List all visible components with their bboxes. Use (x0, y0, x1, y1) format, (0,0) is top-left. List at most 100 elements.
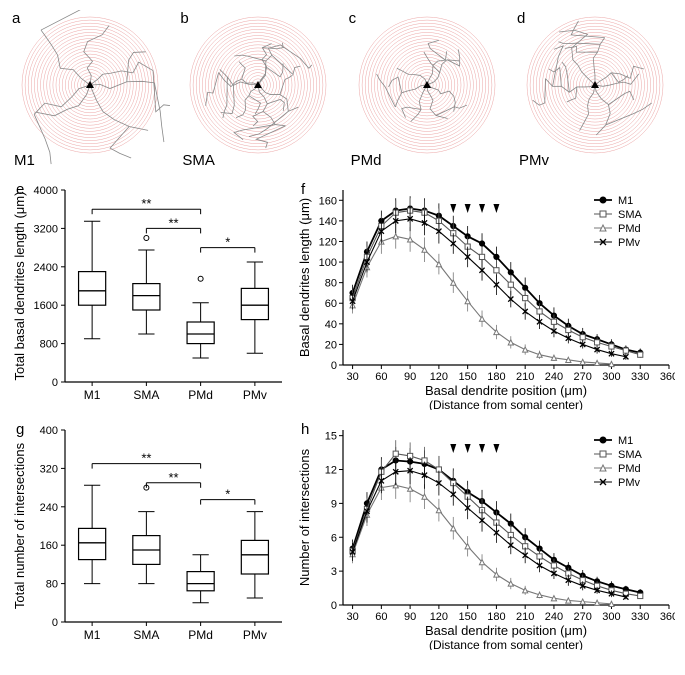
svg-text:Total basal dendrites length (: Total basal dendrites length (μm) (12, 192, 27, 381)
lineplot-svg-f: f020406080100120140160306090120150180210… (295, 180, 675, 410)
svg-text:90: 90 (404, 611, 416, 623)
sholl-label: M1 (14, 152, 35, 169)
svg-text:400: 400 (40, 425, 58, 437)
svg-text:SMA: SMA (618, 449, 643, 461)
svg-text:120: 120 (319, 236, 337, 248)
svg-text:0: 0 (52, 377, 58, 389)
figure: a M1 b SMA c PMd d PMv e0800160024003200… (10, 10, 675, 650)
lineplot-f: f020406080100120140160306090120150180210… (295, 180, 675, 410)
svg-text:240: 240 (40, 502, 58, 514)
svg-text:M1: M1 (618, 195, 633, 207)
svg-text:3: 3 (331, 566, 337, 578)
boxplot-svg-g: g080160240320400Total number of intersec… (10, 420, 290, 650)
lineplot-h: h036912153060901201501802102402703003303… (295, 420, 675, 650)
svg-text:80: 80 (325, 278, 337, 290)
panel-letter: c (349, 10, 357, 27)
svg-text:160: 160 (319, 195, 337, 207)
svg-text:180: 180 (487, 371, 505, 383)
boxplot-e: e08001600240032004000Total basal dendrit… (10, 180, 290, 410)
svg-text:g: g (16, 421, 24, 438)
panel-letter: d (517, 10, 525, 27)
svg-text:PMv: PMv (618, 477, 641, 489)
sholl-svg-c (347, 10, 507, 170)
svg-text:330: 330 (631, 611, 649, 623)
svg-text:PMv: PMv (243, 388, 267, 402)
svg-text:f: f (301, 181, 306, 198)
svg-text:0: 0 (52, 617, 58, 629)
svg-text:**: ** (168, 470, 178, 485)
sholl-label: SMA (182, 152, 215, 169)
svg-text:Basal dendrites length (μm): Basal dendrites length (μm) (297, 198, 312, 357)
svg-text:30: 30 (346, 371, 358, 383)
svg-text:160: 160 (40, 540, 58, 552)
row-ef: e08001600240032004000Total basal dendrit… (10, 180, 675, 410)
sholl-panel-b: b SMA (178, 10, 338, 170)
sholl-svg-b (178, 10, 338, 170)
boxplot-svg-e: e08001600240032004000Total basal dendrit… (10, 180, 290, 410)
svg-text:210: 210 (516, 611, 534, 623)
svg-text:SMA: SMA (133, 388, 159, 402)
svg-text:240: 240 (545, 371, 563, 383)
sholl-svg-d (515, 10, 675, 170)
svg-text:(Distance from somal center): (Distance from somal center) (429, 638, 583, 650)
svg-text:PMd: PMd (188, 388, 213, 402)
svg-text:80: 80 (46, 579, 58, 591)
svg-text:4000: 4000 (34, 185, 58, 197)
svg-text:Basal dendrite position (μm): Basal dendrite position (μm) (425, 623, 587, 638)
svg-text:100: 100 (319, 257, 337, 269)
svg-text:PMv: PMv (243, 628, 267, 642)
panel-letter: b (180, 10, 188, 27)
svg-text:0: 0 (331, 600, 337, 612)
svg-text:PMd: PMd (618, 223, 641, 235)
svg-text:0: 0 (331, 360, 337, 372)
svg-text:20: 20 (325, 339, 337, 351)
sholl-label: PMv (519, 152, 549, 169)
svg-text:3200: 3200 (34, 223, 58, 235)
svg-text:270: 270 (574, 371, 592, 383)
svg-text:150: 150 (458, 611, 476, 623)
svg-text:300: 300 (602, 611, 620, 623)
svg-text:9: 9 (331, 498, 337, 510)
svg-text:M1: M1 (84, 628, 101, 642)
svg-text:15: 15 (325, 431, 337, 443)
svg-text:**: ** (168, 215, 178, 230)
svg-text:M1: M1 (618, 435, 633, 447)
svg-text:12: 12 (325, 465, 337, 477)
svg-text:SMA: SMA (133, 628, 159, 642)
svg-text:(Distance from somal center): (Distance from somal center) (429, 398, 583, 410)
svg-text:Basal dendrite position (μm): Basal dendrite position (μm) (425, 383, 587, 398)
svg-text:Number of intersections: Number of intersections (297, 448, 312, 586)
row-gh: g080160240320400Total number of intersec… (10, 420, 675, 650)
svg-text:120: 120 (430, 371, 448, 383)
svg-text:**: ** (141, 196, 151, 211)
svg-text:90: 90 (404, 371, 416, 383)
svg-text:140: 140 (319, 216, 337, 228)
svg-text:180: 180 (487, 611, 505, 623)
svg-text:270: 270 (574, 611, 592, 623)
sholl-panel-c: c PMd (347, 10, 507, 170)
sholl-panel-a: a M1 (10, 10, 170, 170)
svg-text:*: * (225, 487, 230, 502)
svg-text:M1: M1 (84, 388, 101, 402)
svg-text:*: * (225, 235, 230, 250)
svg-text:120: 120 (430, 611, 448, 623)
svg-text:SMA: SMA (618, 209, 643, 221)
svg-text:320: 320 (40, 463, 58, 475)
sholl-label: PMd (351, 152, 382, 169)
svg-text:h: h (301, 421, 309, 438)
svg-text:30: 30 (346, 611, 358, 623)
boxplot-g: g080160240320400Total number of intersec… (10, 420, 290, 650)
svg-text:800: 800 (40, 339, 58, 351)
svg-text:PMv: PMv (618, 237, 641, 249)
svg-text:40: 40 (325, 319, 337, 331)
svg-text:2400: 2400 (34, 262, 58, 274)
svg-text:150: 150 (458, 371, 476, 383)
svg-text:PMd: PMd (188, 628, 213, 642)
panel-letter: a (12, 10, 20, 27)
lineplot-svg-h: h036912153060901201501802102402703003303… (295, 420, 675, 650)
sholl-row: a M1 b SMA c PMd d PMv (10, 10, 675, 170)
svg-text:6: 6 (331, 532, 337, 544)
svg-text:1600: 1600 (34, 300, 58, 312)
sholl-svg-a (10, 10, 170, 170)
svg-text:300: 300 (602, 371, 620, 383)
